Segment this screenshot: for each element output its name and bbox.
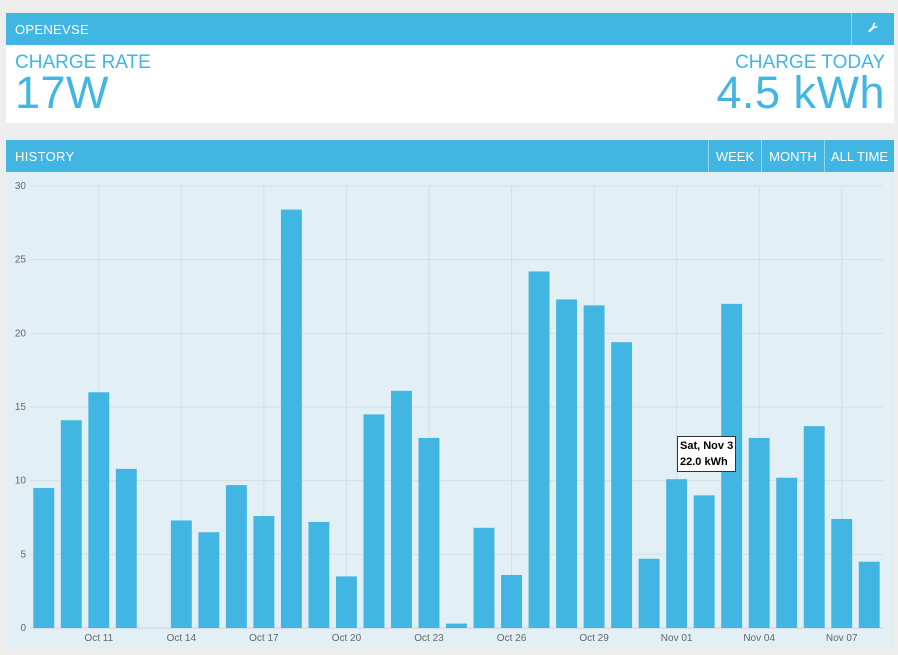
chart-bar[interactable] xyxy=(253,516,275,628)
history-header: HISTORY WEEK MONTH ALL TIME xyxy=(6,140,894,172)
week-button[interactable]: WEEK xyxy=(708,140,761,172)
chart-bar[interactable] xyxy=(60,420,82,628)
chart-bar[interactable] xyxy=(638,558,660,628)
y-tick-label: 25 xyxy=(15,255,27,266)
chart-bar[interactable] xyxy=(611,342,633,628)
chart-tooltip: Sat, Nov 3 22.0 kWh xyxy=(677,436,737,472)
chart-bar[interactable] xyxy=(858,561,880,628)
y-tick-label: 5 xyxy=(20,549,26,560)
tooltip-date: Sat, Nov 3 xyxy=(680,440,734,452)
chart-bar[interactable] xyxy=(666,479,688,628)
stats-panel: CHARGE RATE 17W CHARGE TODAY 4.5 kWh xyxy=(6,45,894,123)
x-tick-label: Oct 20 xyxy=(332,633,362,644)
charge-rate-label: CHARGE RATE xyxy=(15,52,151,73)
chart-bar[interactable] xyxy=(556,299,578,628)
chart-bar[interactable] xyxy=(693,495,715,628)
x-tick-label: Nov 01 xyxy=(661,633,693,644)
bar-chart[interactable]: 0 5 10 15 20 25 30 Oct 11 Oct 14 Oct 17 Oct 20 Oct … xyxy=(6,172,894,648)
x-tick-label: Oct 11 xyxy=(84,633,113,644)
y-tick-label: 30 xyxy=(15,181,27,192)
chart-bar[interactable] xyxy=(88,392,110,628)
x-tick-label: Oct 17 xyxy=(249,633,279,644)
chart-bar[interactable] xyxy=(363,414,385,628)
wrench-icon xyxy=(867,22,879,37)
month-button[interactable]: MONTH xyxy=(761,140,824,172)
chart-bar[interactable] xyxy=(115,468,137,628)
chart-bar[interactable] xyxy=(583,305,605,628)
x-tick-label: Oct 14 xyxy=(167,633,197,644)
all-time-button[interactable]: ALL TIME xyxy=(824,140,894,172)
chart-bar[interactable] xyxy=(473,527,495,628)
chart-bar[interactable] xyxy=(776,477,798,628)
chart-bar[interactable] xyxy=(831,518,853,628)
x-tick-label: Oct 29 xyxy=(579,633,609,644)
charge-today-value: 4.5 kWh xyxy=(716,67,885,118)
chart-bar[interactable] xyxy=(225,485,247,628)
chart-bar[interactable] xyxy=(170,520,192,628)
charge-today-label: CHARGE TODAY xyxy=(735,52,885,73)
chart-bar[interactable] xyxy=(335,576,357,628)
app-header: OPENEVSE xyxy=(6,13,894,45)
chart-bar[interactable] xyxy=(803,426,825,628)
chart-bar[interactable] xyxy=(33,488,55,628)
history-chart[interactable]: 0 5 10 15 20 25 30 Oct 11 Oct 14 Oct 17 Oct 20 Oct … xyxy=(6,172,894,648)
settings-button[interactable] xyxy=(851,13,894,45)
x-tick-label: Oct 26 xyxy=(497,633,527,644)
history-title: HISTORY xyxy=(15,148,75,164)
app-title: OPENEVSE xyxy=(15,21,89,37)
chart-bar[interactable] xyxy=(501,574,522,628)
y-tick-label: 15 xyxy=(15,402,27,413)
chart-bar[interactable] xyxy=(418,437,440,628)
x-tick-label: Oct 23 xyxy=(414,633,444,644)
chart-bar[interactable] xyxy=(748,437,770,628)
chart-bar[interactable] xyxy=(280,209,302,628)
y-tick-label: 10 xyxy=(15,476,27,487)
chart-bar[interactable] xyxy=(391,390,412,628)
tooltip-value: 22.0 kWh xyxy=(680,456,728,468)
x-tick-label: Nov 04 xyxy=(743,633,775,644)
y-tick-label: 20 xyxy=(15,328,27,339)
chart-bar[interactable] xyxy=(528,271,550,628)
x-tick-label: Nov 07 xyxy=(826,633,858,644)
charge-rate-value: 17W xyxy=(15,67,110,118)
chart-bar[interactable] xyxy=(198,532,220,628)
chart-bar[interactable] xyxy=(446,623,467,628)
chart-bar[interactable] xyxy=(308,521,330,628)
y-tick-label: 0 xyxy=(20,623,26,634)
